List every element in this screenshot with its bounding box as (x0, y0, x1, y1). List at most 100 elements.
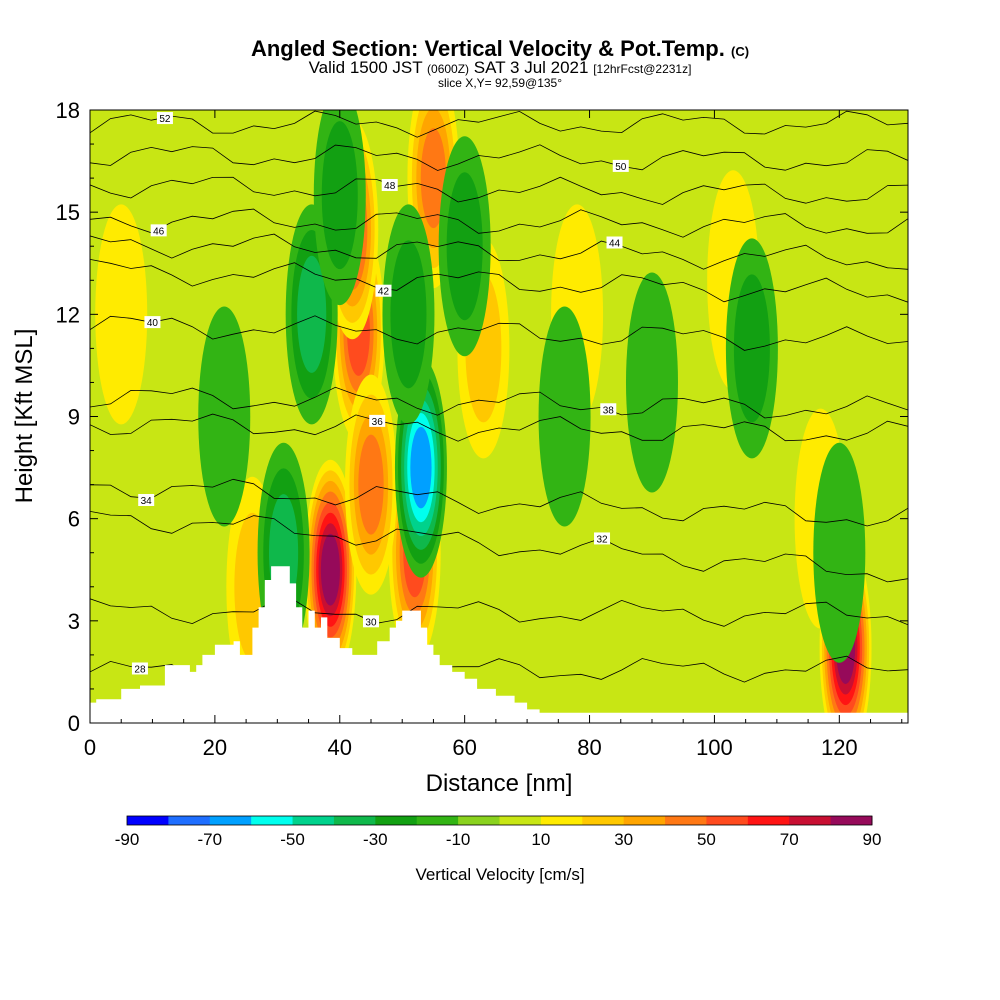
isentrope-label: 28 (134, 664, 146, 675)
colorbar-tick-label: 30 (614, 830, 633, 849)
colorbar: -90 -70 -50 -30 -10 10 30 50 70 90 (115, 815, 882, 849)
x-tick-label: 60 (452, 735, 476, 760)
terrain-mask (90, 566, 908, 723)
isentrope-36: 36 (90, 413, 908, 442)
colorbar-tick-label: 10 (531, 830, 550, 849)
colorbar-swatch (333, 816, 376, 825)
y-tick: 6 (68, 507, 908, 532)
y-tick-label: 15 (56, 200, 80, 225)
isentrope-lines: 28 30 32 34 36 38 40 42 44 46 48 50 52 (90, 110, 908, 685)
x-tick: 40 (328, 110, 352, 760)
downdraft-4 (382, 204, 435, 425)
x-tick-label: 80 (577, 735, 601, 760)
x-tick: 60 (452, 110, 477, 760)
y-tick-label: 18 (56, 98, 80, 123)
downdraft-9 (813, 442, 866, 663)
downdraft-7 (725, 238, 778, 459)
downdraft-6 (198, 306, 251, 527)
x-tick: 80 (577, 110, 602, 760)
chart-title: Angled Section: Vertical Velocity & Pot.… (0, 36, 1000, 62)
y-tick-label: 6 (68, 507, 80, 532)
downdraft-5 (438, 136, 491, 357)
slice-info: slice X,Y= 92,59@135° (437, 76, 563, 90)
downdraft-10 (538, 306, 591, 527)
x-tick: 20 (203, 110, 227, 760)
chart-subtitle: Valid 1500 JST (0600Z) SAT 3 Jul 2021 [1… (0, 58, 1000, 78)
colorbar-swatch (168, 816, 211, 825)
colorbar-swatch (292, 816, 335, 825)
y-tick-label: 0 (68, 711, 80, 736)
colorbar-tick-label: 50 (697, 830, 716, 849)
colorbar-tick-label: -50 (280, 830, 305, 849)
colorbar-swatch (499, 816, 542, 825)
isentrope-label: 40 (147, 318, 159, 329)
colorbar-tick-label: -10 (446, 830, 471, 849)
y-tick: 0 (68, 711, 908, 736)
x-tick-label: 120 (821, 735, 858, 760)
colorbar-swatch (416, 816, 459, 825)
y-tick: 12 (56, 302, 908, 327)
isentrope-48: 48 (90, 176, 908, 205)
valid-time: Valid 1500 JST (308, 58, 423, 77)
colorbar-swatch (830, 816, 873, 825)
isentrope-label: 34 (141, 496, 153, 507)
colorbar-swatch (251, 816, 294, 825)
chart-title-suffix: (C) (731, 44, 750, 59)
isentrope-label: 44 (609, 239, 621, 250)
x-tick: 0 (84, 110, 96, 760)
velocity-field (90, 110, 908, 723)
colorbar-swatch (582, 816, 625, 825)
isentrope-32: 32 (90, 511, 908, 583)
y-tick: 15 (56, 200, 908, 225)
isentrope-label: 30 (365, 617, 377, 628)
isentrope-46: 46 (90, 208, 908, 238)
x-axis-label: Distance [nm] (426, 770, 573, 797)
isentrope-label: 48 (384, 181, 396, 192)
isentrope-42: 42 (90, 259, 908, 303)
colorbar-swatch (540, 816, 583, 825)
y-tick: 18 (56, 98, 908, 123)
y-tick: 3 (68, 609, 908, 634)
y-axis-label: Height [Kft MSL] (11, 329, 38, 504)
isentrope-label: 38 (603, 405, 615, 416)
colorbar-swatch (623, 816, 666, 825)
valid-time-utc: (0600Z) (427, 62, 470, 76)
isentrope-30: 30 (90, 598, 908, 628)
isentrope-52: 52 (90, 110, 908, 138)
x-tick-label: 0 (84, 735, 96, 760)
colorbar-swatch (209, 816, 252, 825)
x-tick-label: 100 (696, 735, 733, 760)
isentrope-38: 38 (90, 386, 908, 419)
x-tick-label: 40 (328, 735, 352, 760)
updraft-12 (95, 204, 148, 425)
colorbar-tick-label: -90 (115, 830, 140, 849)
x-tick: 100 (696, 110, 733, 760)
colorbar-swatch (127, 816, 169, 825)
colorbar-swatch (747, 816, 790, 825)
colorbar-swatch (375, 816, 418, 825)
x-axis: 0 20 40 60 80 100 120 (84, 110, 903, 760)
y-tick-label: 3 (68, 609, 80, 634)
x-tick-label: 20 (203, 735, 227, 760)
chart-title-main: Angled Section: Vertical Velocity & Pot.… (250, 36, 725, 61)
isentrope-label: 50 (615, 162, 627, 173)
y-tick-label: 12 (56, 302, 80, 327)
isentrope-50: 50 (90, 144, 908, 173)
colorbar-tick-label: -30 (363, 830, 388, 849)
isentrope-label: 32 (596, 534, 608, 545)
colorbar-tick-label: 90 (863, 830, 882, 849)
updraft-6 (344, 374, 397, 595)
colorbar-tick-label: 70 (780, 830, 799, 849)
colorbar-swatch (706, 816, 749, 825)
isentrope-34: 34 (90, 478, 908, 527)
updraft-0 (304, 459, 357, 680)
forecast-info: [12hrFcst@2231z] (593, 62, 692, 76)
colorbar-tick-label: -70 (197, 830, 222, 849)
colorbar-swatch (789, 816, 832, 825)
colorbar-label: Vertical Velocity [cm/s] (415, 865, 584, 884)
valid-date: SAT 3 Jul 2021 (473, 58, 589, 77)
x-tick: 120 (821, 110, 858, 760)
colorbar-swatch (665, 816, 707, 825)
